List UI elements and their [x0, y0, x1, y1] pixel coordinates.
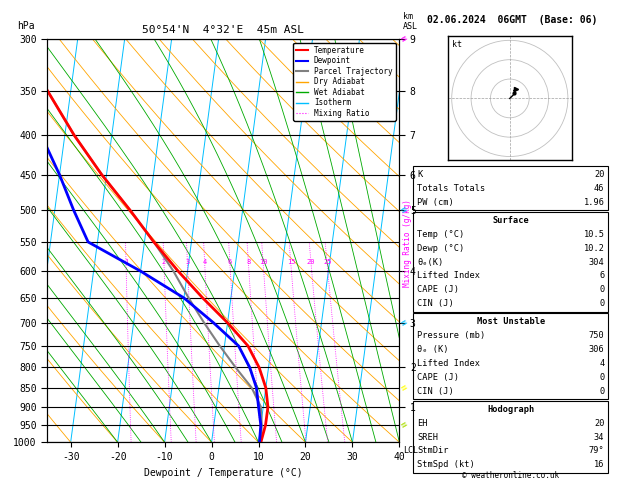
Text: EH: EH — [417, 418, 428, 428]
Text: 10.2: 10.2 — [584, 243, 604, 253]
Text: Lifted Index: Lifted Index — [417, 359, 480, 368]
Text: LCL: LCL — [403, 446, 418, 455]
Text: 0: 0 — [599, 285, 604, 295]
Text: SREH: SREH — [417, 433, 438, 442]
Text: 15: 15 — [287, 260, 295, 265]
Text: 34: 34 — [594, 433, 604, 442]
Text: θₑ(K): θₑ(K) — [417, 258, 443, 267]
Text: 46: 46 — [594, 184, 604, 193]
Text: 6: 6 — [228, 260, 232, 265]
Text: Most Unstable: Most Unstable — [477, 317, 545, 327]
Text: K: K — [417, 170, 422, 179]
Text: 4: 4 — [203, 260, 207, 265]
Text: ≡: ≡ — [399, 204, 409, 216]
Text: Mixing Ratio (g/kg): Mixing Ratio (g/kg) — [403, 199, 412, 287]
Text: 16: 16 — [594, 460, 604, 469]
Text: 8: 8 — [247, 260, 251, 265]
Text: km
ASL: km ASL — [403, 12, 418, 31]
Text: CIN (J): CIN (J) — [417, 299, 454, 308]
Text: CAPE (J): CAPE (J) — [417, 373, 459, 382]
Text: 02.06.2024  06GMT  (Base: 06): 02.06.2024 06GMT (Base: 06) — [428, 15, 598, 25]
Text: Lifted Index: Lifted Index — [417, 271, 480, 280]
Text: CAPE (J): CAPE (J) — [417, 285, 459, 295]
Text: 25: 25 — [323, 260, 331, 265]
Text: 10: 10 — [259, 260, 267, 265]
Text: Temp (°C): Temp (°C) — [417, 230, 464, 239]
X-axis label: Dewpoint / Temperature (°C): Dewpoint / Temperature (°C) — [144, 468, 303, 478]
Text: CIN (J): CIN (J) — [417, 386, 454, 396]
Text: 0: 0 — [599, 386, 604, 396]
Text: Pressure (mb): Pressure (mb) — [417, 331, 486, 340]
Text: PW (cm): PW (cm) — [417, 198, 454, 207]
Text: 1.96: 1.96 — [584, 198, 604, 207]
Text: ≡: ≡ — [399, 382, 409, 394]
Text: 3: 3 — [186, 260, 189, 265]
Text: 304: 304 — [589, 258, 604, 267]
Text: 306: 306 — [589, 345, 604, 354]
Text: 2: 2 — [162, 260, 166, 265]
Text: © weatheronline.co.uk: © weatheronline.co.uk — [462, 471, 559, 480]
Text: ≡: ≡ — [399, 419, 409, 431]
Text: 20: 20 — [594, 418, 604, 428]
Text: hPa: hPa — [17, 21, 35, 31]
Text: ≡: ≡ — [399, 33, 409, 45]
Text: 1: 1 — [124, 260, 128, 265]
Text: ≡: ≡ — [399, 317, 409, 329]
Text: 750: 750 — [589, 331, 604, 340]
Text: θₑ (K): θₑ (K) — [417, 345, 448, 354]
Text: 6: 6 — [599, 271, 604, 280]
Text: Dewp (°C): Dewp (°C) — [417, 243, 464, 253]
Legend: Temperature, Dewpoint, Parcel Trajectory, Dry Adiabat, Wet Adiabat, Isotherm, Mi: Temperature, Dewpoint, Parcel Trajectory… — [293, 43, 396, 121]
Text: kt: kt — [452, 40, 462, 49]
Text: 0: 0 — [599, 299, 604, 308]
Text: 0: 0 — [599, 373, 604, 382]
Text: 20: 20 — [307, 260, 316, 265]
Text: Surface: Surface — [493, 216, 529, 225]
Text: 79°: 79° — [589, 446, 604, 455]
Text: 10.5: 10.5 — [584, 230, 604, 239]
Text: 4: 4 — [599, 359, 604, 368]
Text: Totals Totals: Totals Totals — [417, 184, 486, 193]
Title: 50°54'N  4°32'E  45m ASL: 50°54'N 4°32'E 45m ASL — [142, 25, 304, 35]
Text: StmSpd (kt): StmSpd (kt) — [417, 460, 475, 469]
Text: 20: 20 — [594, 170, 604, 179]
Text: StmDir: StmDir — [417, 446, 448, 455]
Text: Hodograph: Hodograph — [487, 405, 535, 414]
